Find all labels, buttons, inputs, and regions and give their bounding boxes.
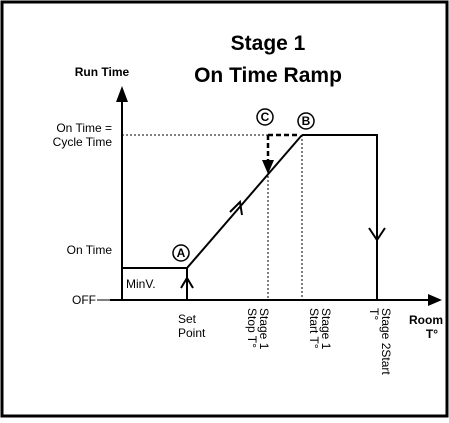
y-axis-label: Run Time (75, 65, 130, 79)
arrow-head (262, 160, 274, 174)
y-level-label: On Time = (56, 121, 112, 135)
marker: A (177, 246, 186, 260)
x-axis-label: Room (409, 313, 443, 327)
marker-circles (172, 108, 315, 262)
x-point-label: Set (178, 312, 197, 326)
jump (266, 133, 300, 162)
x-point-label: Stop T° (245, 308, 259, 348)
y-level-label: OFF (72, 293, 96, 307)
x-point-label: Stage 1 (257, 308, 271, 350)
curve (122, 134, 386, 300)
x-point-label: Stage 2Start (379, 308, 393, 375)
marker: C (261, 110, 270, 124)
x-point-label: Point (178, 326, 206, 340)
guides (122, 134, 303, 300)
marker: B (302, 114, 311, 128)
arrow-head (428, 294, 442, 306)
title-line: On Time Ramp (194, 64, 342, 87)
box-label: MinV. (126, 277, 156, 291)
arrow-head (116, 86, 128, 102)
x-axis-label: T° (426, 327, 438, 341)
x-point-label: T° (367, 308, 381, 320)
x-point-label: Stage 1 (319, 308, 333, 350)
x-point-label: Start T° (307, 308, 321, 349)
title-line: Stage 1 (231, 32, 306, 55)
y-level-label: Cycle Time (53, 135, 113, 149)
y-level-label: On Time (67, 243, 113, 257)
